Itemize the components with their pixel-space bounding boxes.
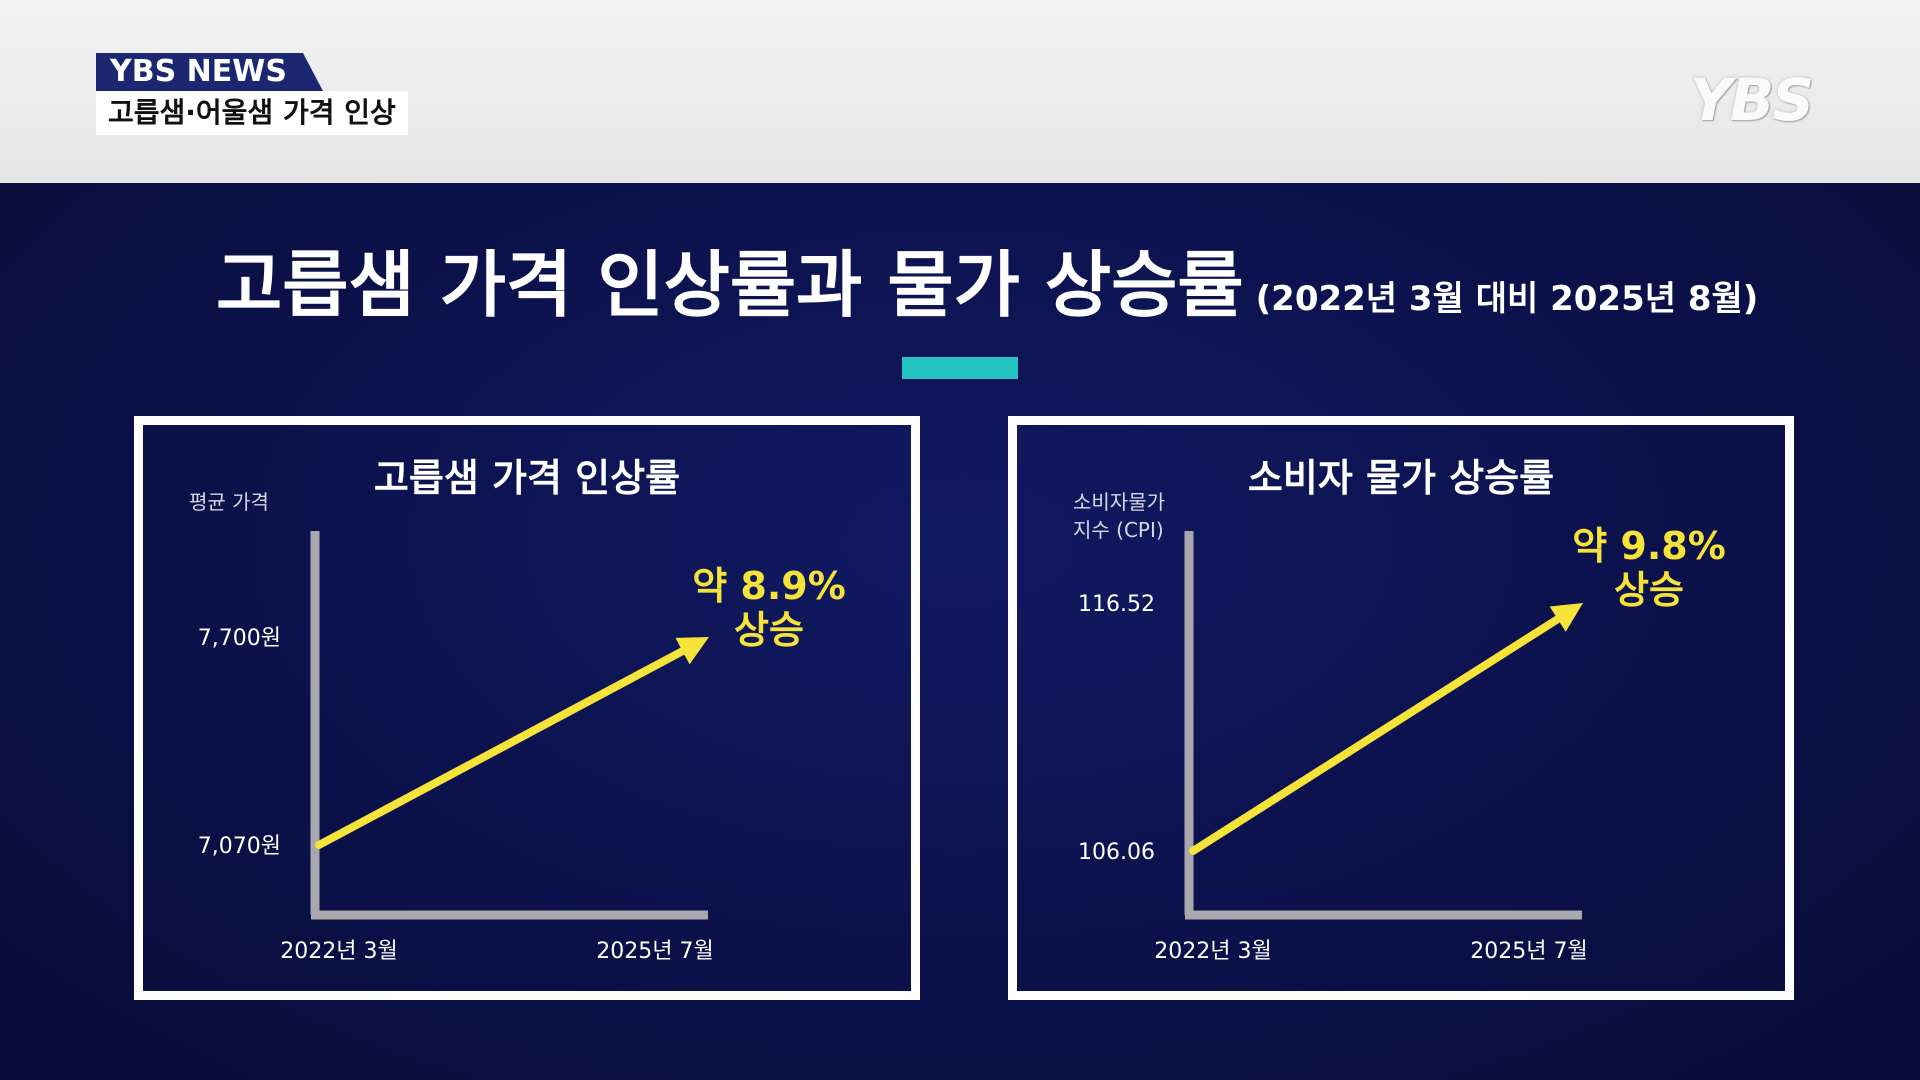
x-tick-label: 2025년 7월 [596, 939, 713, 964]
y-tick-label: 106.06 [1078, 840, 1155, 865]
x-tick-label: 2022년 3월 [1154, 939, 1271, 964]
top-header-bar: YBS NEWS 고릅샘·어울샘 가격 인상 YBS [0, 0, 1920, 183]
series-arrowhead [675, 637, 709, 665]
change-annotation: 약 8.9% [692, 564, 846, 608]
change-annotation: 상승 [1614, 568, 1684, 612]
change-annotation: 상승 [734, 608, 804, 652]
price-chart: 평균 가격 7,070원 7,700원 2022년 3월 2025년 7월 약 8.9%상… [189, 490, 846, 964]
y-axis-label: 지수 (CPI) [1073, 518, 1164, 542]
y-axis-label: 평균 가격 [189, 490, 269, 514]
title-period: (2022년 3월 대비 2025년 8월) [1255, 279, 1759, 319]
infographic-title: 고릅샘 가격 인상률과 물가 상승률 (2022년 3월 대비 2025년 8월) [216, 240, 1758, 344]
y-axis-label: 소비자물가 [1073, 490, 1165, 514]
y-tick-label: 116.52 [1078, 592, 1155, 617]
series-line [315, 647, 687, 849]
chart-title: 고릅샘 가격 인상률 [373, 456, 681, 500]
series-line [1189, 615, 1562, 855]
chart-panel-price: 고릅샘 가격 인상률 평균 가격 7,070원 7,700원 2022년 3월 2025… [134, 416, 920, 1000]
infographic-stage [0, 183, 1920, 1080]
news-brand-tag: YBS NEWS [96, 53, 323, 91]
headline-caption: 고릅샘·어울샘 가격 인상 [96, 91, 408, 135]
title-accent-bar [902, 357, 1018, 379]
chart-title: 소비자 물가 상승률 [1247, 456, 1555, 500]
change-annotation: 약 9.8% [1572, 524, 1726, 568]
title-main: 고릅샘 가격 인상률과 물가 상승률 [216, 243, 1244, 327]
ybs-logo: YBS [1690, 66, 1814, 134]
series-arrowhead [1549, 603, 1583, 632]
x-tick-label: 2022년 3월 [280, 939, 397, 964]
x-tick-label: 2025년 7월 [1470, 939, 1587, 964]
y-tick-label: 7,070원 [198, 834, 281, 859]
y-tick-label: 7,700원 [198, 626, 281, 651]
